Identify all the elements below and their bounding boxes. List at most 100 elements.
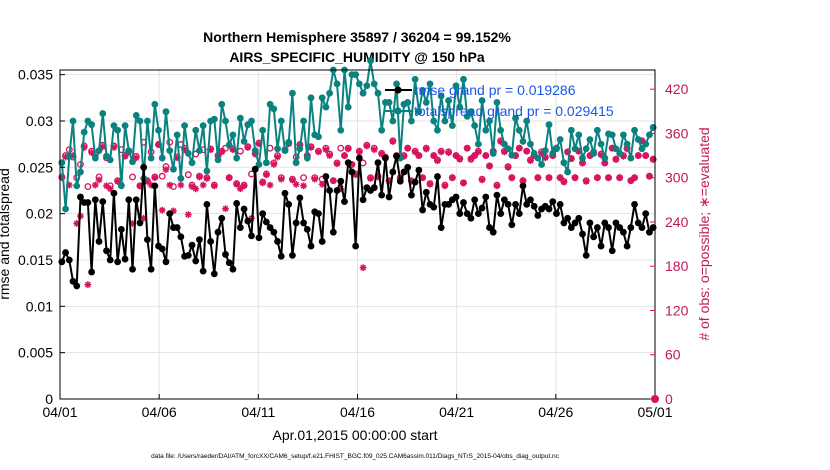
rmse-point: [560, 219, 568, 227]
spread-point: [236, 114, 244, 122]
rmse-point: [605, 224, 612, 231]
rmse-point: [489, 228, 497, 236]
spread-point: [612, 145, 620, 153]
y-right-tick-label: 360: [665, 125, 689, 141]
obs-evaluated-point: [277, 175, 285, 183]
obs-possible-point: [158, 172, 166, 180]
spread-point: [203, 167, 211, 175]
rmse-point: [188, 241, 196, 249]
obs-evaluated-point: [344, 145, 352, 153]
rmse-point: [582, 251, 590, 259]
spread-point: [646, 131, 653, 139]
legend-spread-label: totalspread grand pr = 0.029415: [414, 103, 614, 119]
rmse-series: [58, 152, 657, 290]
rmse-point: [616, 224, 624, 231]
spread-point: [441, 117, 449, 125]
obs-evaluated-point: [616, 174, 624, 182]
obs-evaluated-point: [318, 180, 326, 188]
rmse-point: [482, 193, 490, 201]
y-axis-label: rmse and totalspread: [0, 168, 12, 300]
obs-evaluated-point: [515, 144, 523, 152]
obs-evaluated-point: [612, 155, 620, 163]
spread-point: [456, 103, 464, 111]
spread-point: [608, 131, 616, 139]
spread-point: [77, 168, 84, 176]
rmse-point: [612, 219, 620, 227]
rmse-point: [281, 189, 289, 197]
spread-point: [586, 136, 594, 143]
spread-point: [500, 140, 508, 148]
spread-point: [579, 154, 586, 162]
spread-point: [634, 136, 642, 143]
spread-point: [274, 145, 281, 153]
obs-evaluated-point: [240, 182, 248, 190]
obs-evaluated-point: [91, 181, 99, 189]
spread-point: [132, 112, 140, 119]
rmse-point: [508, 221, 516, 229]
rmse-point: [296, 194, 304, 202]
rmse-point: [114, 258, 122, 266]
spread-point: [281, 147, 289, 155]
spread-point: [222, 117, 229, 125]
spread-point: [91, 154, 99, 162]
y-right-tick-label: 180: [665, 258, 689, 274]
rmse-point: [62, 249, 69, 256]
spread-point: [553, 145, 560, 153]
spread-point: [593, 126, 601, 134]
spread-point: [170, 165, 177, 173]
spread-point: [649, 124, 657, 131]
obs-evaluated-point: [274, 153, 281, 161]
rmse-point: [530, 202, 538, 210]
obs-evaluated-point: [415, 152, 423, 159]
obs-evaluated-point: [482, 152, 490, 159]
spread-point: [166, 147, 174, 155]
rmse-point: [140, 163, 148, 171]
spread-point: [590, 150, 598, 157]
rmse-point: [378, 191, 386, 199]
rmse-point: [396, 177, 404, 185]
obs-evaluated-point: [463, 144, 471, 152]
obs-evaluated-point: [95, 176, 103, 184]
y-tick-label: 0.015: [18, 252, 53, 268]
rmse-point: [344, 159, 352, 167]
y-right-tick-label: 60: [665, 347, 681, 363]
obs-evaluated-point: [519, 177, 527, 185]
obs-evaluated-point: [437, 148, 445, 156]
obs-evaluated-point: [210, 182, 218, 190]
rmse-point: [129, 265, 136, 273]
spread-point: [162, 108, 170, 116]
rmse-point: [143, 236, 151, 243]
spread-point: [214, 156, 222, 164]
rmse-point: [649, 224, 657, 231]
rmse-point: [515, 210, 523, 218]
obs-evaluated-point: [571, 174, 579, 182]
rmse-point: [642, 210, 650, 218]
obs-origin-marker: [651, 395, 659, 403]
x-tick-label: 04/11: [241, 404, 275, 420]
rmse-point: [355, 154, 363, 162]
rmse-point: [329, 228, 337, 236]
spread-point: [564, 168, 572, 176]
spread-point: [225, 141, 233, 149]
rmse-point: [571, 219, 579, 227]
rmse-point: [125, 196, 133, 204]
rmse-point: [608, 247, 616, 255]
rmse-point: [88, 268, 96, 276]
rmse-point: [307, 242, 315, 250]
rmse-point: [564, 214, 572, 222]
rmse-point: [218, 214, 226, 222]
spread-point: [65, 152, 73, 160]
spread-point: [344, 103, 352, 111]
obs-evaluated-point: [545, 174, 553, 182]
y-tick-label: 0.03: [26, 113, 53, 129]
spread-point: [623, 140, 631, 148]
rmse-point: [84, 199, 92, 206]
rmse-point: [634, 219, 642, 227]
spread-point: [415, 108, 423, 116]
obs-evaluated-point: [456, 155, 464, 163]
obs-evaluated-point: [605, 174, 612, 182]
spread-point: [493, 99, 501, 106]
obs-evaluated-point: [203, 175, 211, 182]
rmse-point: [527, 196, 534, 204]
rmse-point: [519, 182, 527, 190]
